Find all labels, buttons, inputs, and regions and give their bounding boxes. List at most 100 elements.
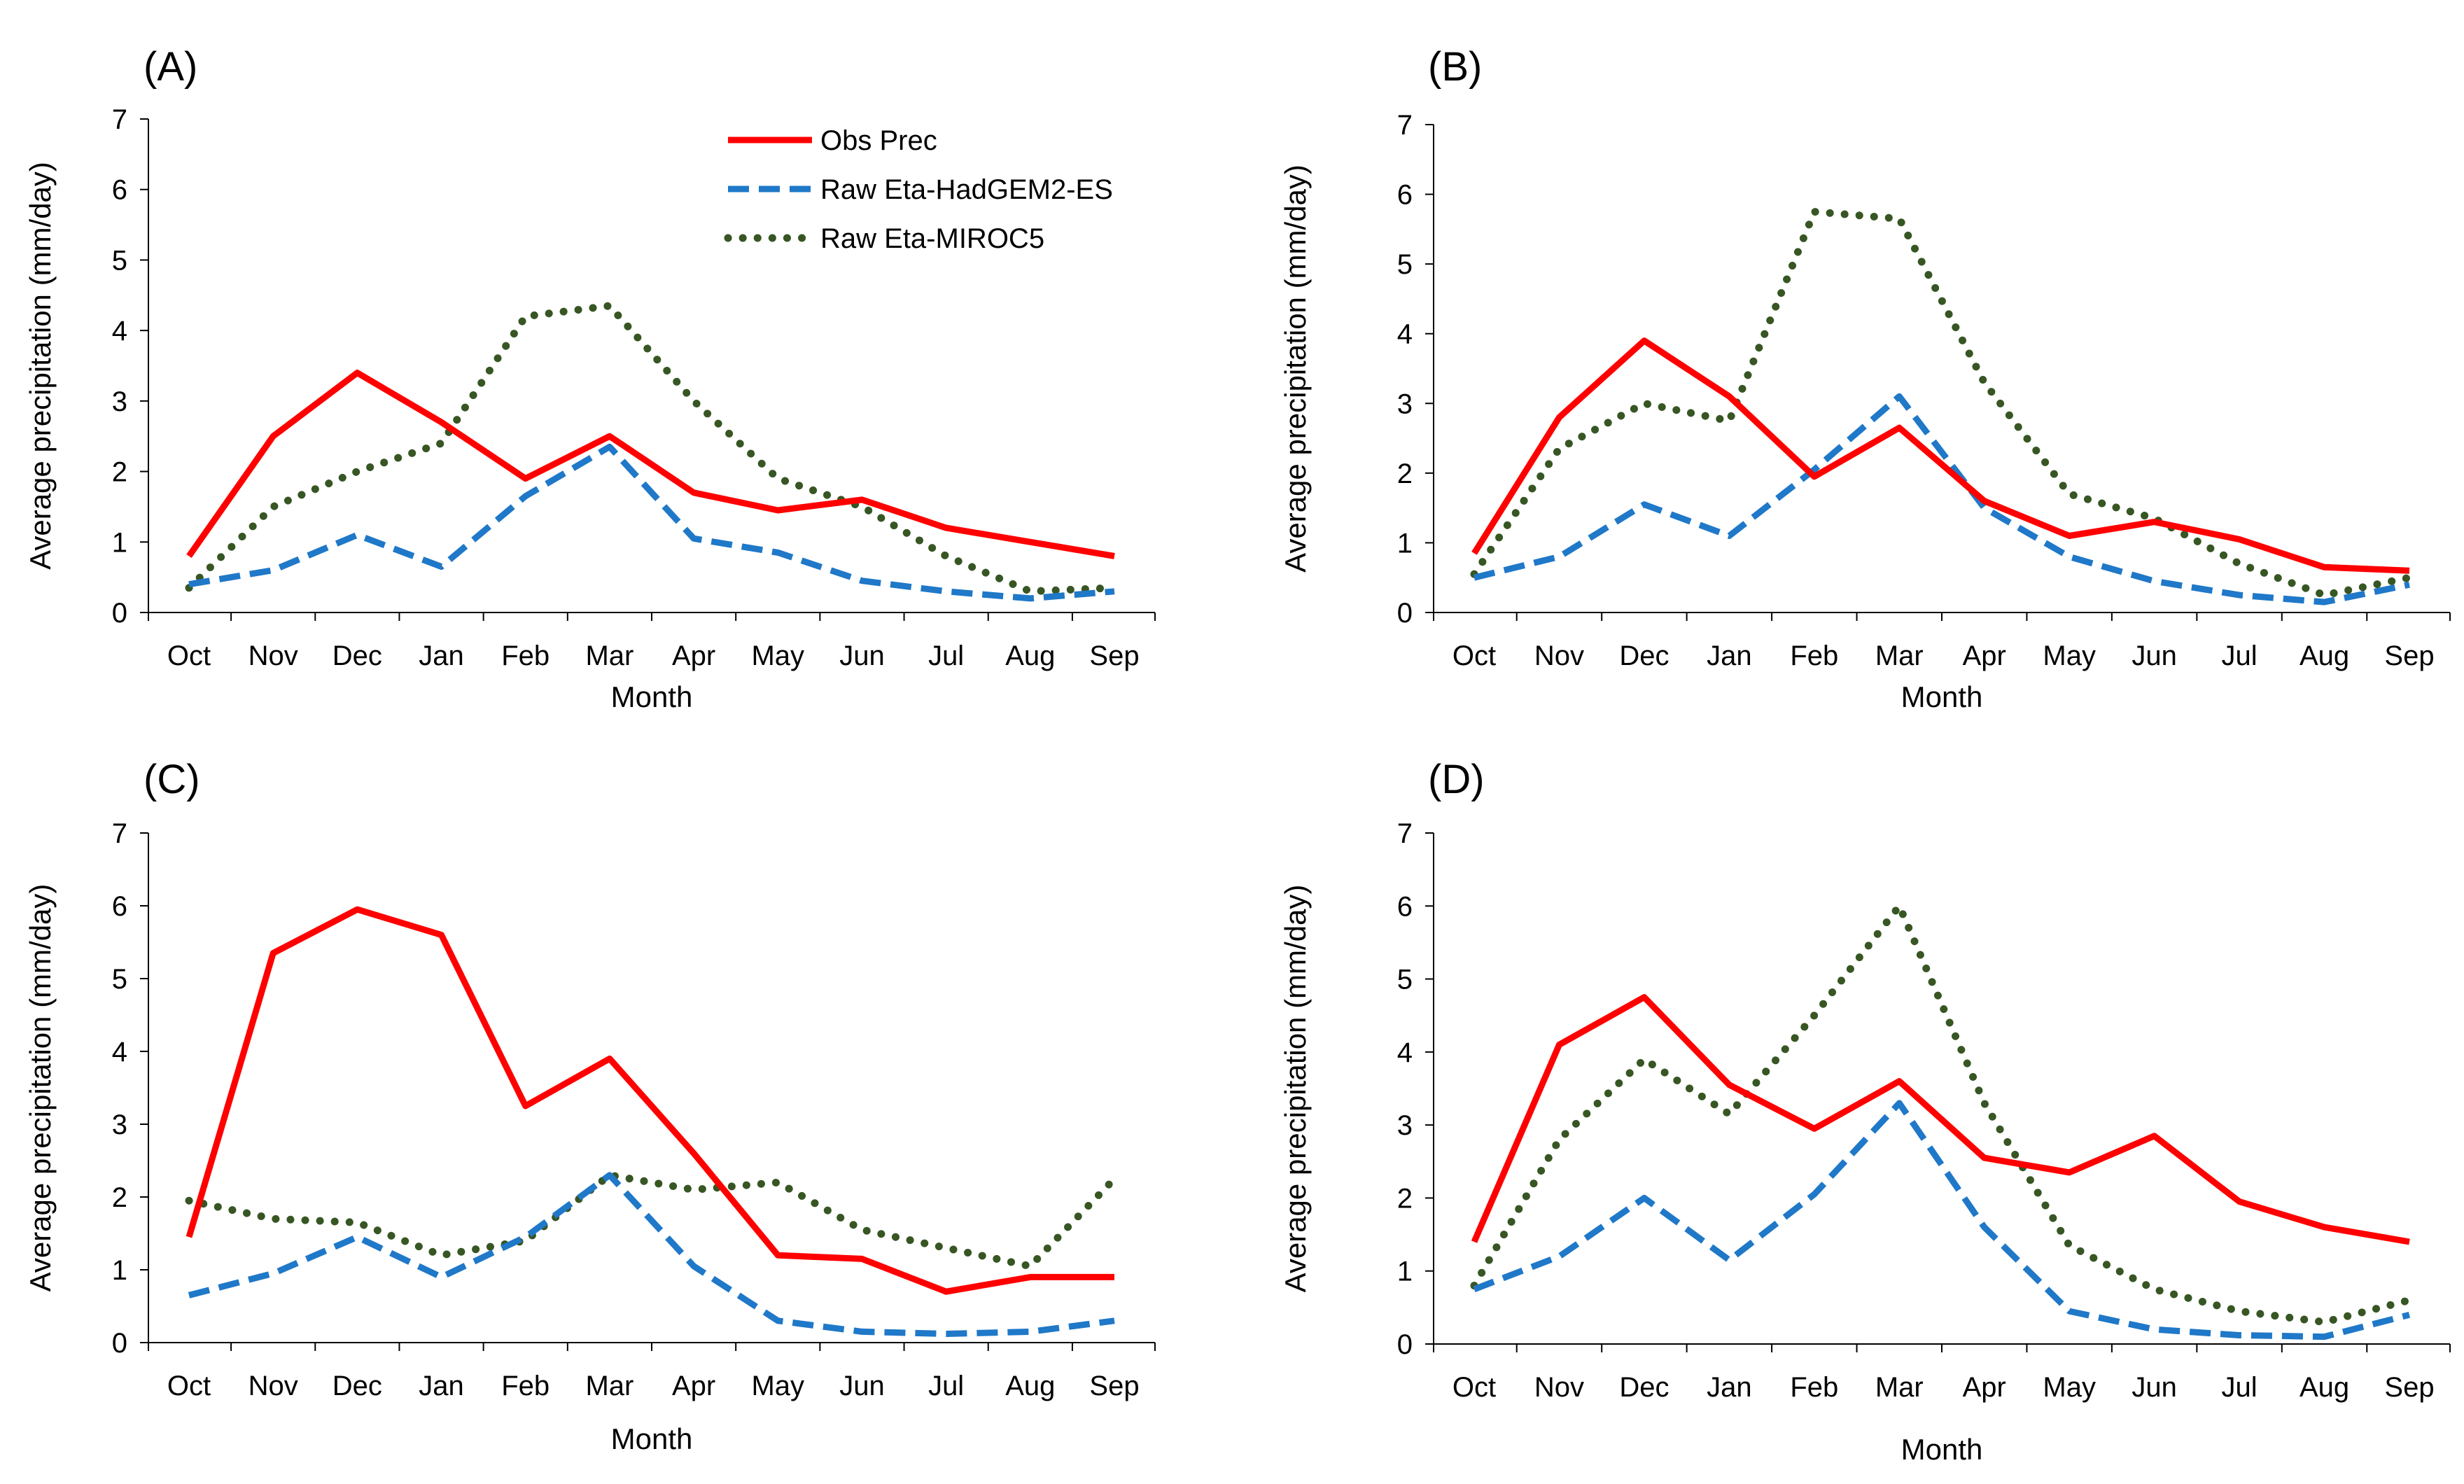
x-tick-label: Mar [585, 1371, 634, 1401]
x-tick-label: Dec [1619, 640, 1669, 671]
legend-label-obs-prec: Obs Prec [820, 125, 937, 156]
series-line-hadgem [188, 1172, 1115, 1337]
y-tick-label: 4 [112, 316, 127, 346]
y-tick-label: 0 [1397, 598, 1413, 629]
y-tick-label: 0 [112, 598, 127, 629]
x-tick-label: Oct [1452, 1372, 1496, 1403]
x-tick-label: Dec [332, 1371, 382, 1401]
y-tick-label: 2 [112, 457, 127, 488]
y-tick-label: 1 [1397, 528, 1413, 559]
x-tick-label: Jun [839, 1371, 885, 1401]
series-line-hadgem [1473, 1100, 2411, 1340]
x-tick-label: Oct [167, 1371, 211, 1401]
y-tick-label: 7 [112, 818, 127, 849]
x-tick-label: Sep [1089, 640, 1139, 671]
panel-label: (B) [1428, 44, 1482, 90]
x-tick-label: Jul [928, 640, 964, 671]
y-tick-label: 4 [1397, 1037, 1413, 1068]
x-tick-label: Jun [2132, 1372, 2177, 1403]
y-tick-label: 6 [1397, 180, 1413, 211]
series-line-obs-prec [1471, 337, 2410, 574]
x-tick-label: Jan [1707, 1372, 1752, 1403]
chart-panel-d: (D) 0 1 2 3 4 5 6 7 Oct Nov Dec Jan Feb Mar Apr May Jun Ju… [1279, 757, 2451, 1466]
x-tick-label: Jan [1707, 640, 1752, 671]
x-tick-label: Feb [1790, 1372, 1838, 1403]
y-tick-label: 2 [1397, 458, 1413, 489]
x-tick-label: Feb [501, 1371, 550, 1401]
legend: Obs Prec Raw Eta-HadGEM2-ES Raw Eta-MIROC5 [724, 125, 1113, 254]
x-tick-label: Mar [1875, 640, 1924, 671]
x-tick-label: Jun [2132, 640, 2177, 671]
series-line-obs-prec [186, 370, 1115, 559]
y-tick-label: 7 [112, 104, 127, 135]
chart-panel-b: (B) 0 1 2 3 4 5 6 7 Oct Nov Dec Jan Feb Mar Apr May Jun Ju… [1279, 44, 2451, 713]
y-tick-label: 3 [1397, 1110, 1413, 1141]
x-tick-label: Nov [1534, 640, 1584, 671]
y-tick-label: 6 [112, 891, 127, 922]
series-line-obs-prec [186, 906, 1114, 1295]
series-line-miroc [1470, 902, 2414, 1326]
x-tick-label: Nov [248, 640, 298, 671]
x-tick-label: Mar [585, 640, 634, 671]
x-tick-label: May [2043, 640, 2096, 671]
x-tick-label: Feb [501, 640, 550, 671]
x-axis-title: Month [1901, 680, 1983, 713]
panel-label: (D) [1428, 757, 1485, 802]
y-tick-label: 6 [1397, 891, 1413, 922]
x-tick-label: Sep [1089, 1371, 1139, 1401]
x-tick-label: Jul [928, 1371, 964, 1401]
x-tick-label: Aug [1005, 1371, 1055, 1401]
chart-panel-a: (A) 0 1 2 3 4 5 6 7 Oct Nov Dec Jan Feb Mar Apr May Jun Ju… [24, 44, 1156, 713]
x-tick-label: Aug [2300, 640, 2349, 671]
x-tick-label: Nov [1534, 1372, 1584, 1403]
y-tick-label: 5 [1397, 965, 1413, 995]
x-tick-label: Aug [1005, 640, 1055, 671]
x-tick-label: Apr [672, 1371, 715, 1401]
y-tick-label: 6 [112, 175, 127, 206]
x-axis-title: Month [611, 680, 693, 713]
y-tick-label: 3 [112, 1110, 127, 1140]
y-tick-label: 1 [112, 1255, 127, 1286]
x-tick-label: Jun [839, 640, 885, 671]
x-tick-label: Apr [1963, 1372, 2006, 1403]
y-tick-label: 5 [1397, 249, 1413, 280]
x-tick-label: Sep [2384, 640, 2434, 671]
y-tick-label: 7 [1397, 110, 1413, 141]
x-tick-label: Apr [672, 640, 715, 671]
chart-panel-c: (C) 0 1 2 3 4 5 6 7 Oct Nov Dec Jan Feb Mar Apr May Jun Ju… [24, 757, 1156, 1455]
y-tick-label: 3 [1397, 388, 1413, 419]
y-tick-label: 4 [1397, 319, 1413, 350]
series-line-hadgem [188, 443, 1115, 602]
x-tick-label: Feb [1790, 640, 1838, 671]
panel-label: (A) [144, 44, 197, 90]
x-tick-label: Jul [2222, 1372, 2258, 1403]
x-tick-label: Jan [419, 640, 464, 671]
x-tick-label: May [751, 640, 804, 671]
y-tick-label: 3 [112, 386, 127, 417]
x-axis-title: Month [611, 1422, 693, 1455]
x-tick-label: May [751, 1371, 804, 1401]
x-tick-label: Dec [1619, 1372, 1669, 1403]
y-axis-title: Average precipitation (mm/day) [1279, 885, 1312, 1293]
y-tick-label: 7 [1397, 818, 1413, 849]
legend-label-miroc: Raw Eta-MIROC5 [820, 223, 1044, 254]
x-tick-label: Dec [332, 640, 382, 671]
panel-label: (C) [144, 757, 200, 802]
x-tick-label: Jan [419, 1371, 464, 1401]
x-tick-label: Nov [248, 1371, 298, 1401]
y-axis-title: Average precipitation (mm/day) [24, 884, 57, 1292]
y-tick-label: 5 [112, 245, 127, 276]
legend-label-hadgem: Raw Eta-HadGEM2-ES [820, 174, 1113, 205]
x-tick-label: Mar [1875, 1372, 1924, 1403]
series-line-miroc [185, 302, 1119, 596]
x-tick-label: Apr [1963, 640, 2006, 671]
x-tick-label: Aug [2300, 1372, 2349, 1403]
x-tick-label: Jul [2222, 640, 2258, 671]
y-axis-title: Average precipitation (mm/day) [1279, 164, 1312, 573]
x-tick-label: May [2043, 1372, 2096, 1403]
series-line-miroc [1470, 208, 2414, 599]
y-tick-label: 0 [1397, 1329, 1413, 1360]
x-tick-label: Sep [2384, 1372, 2434, 1403]
y-tick-label: 5 [112, 964, 127, 995]
